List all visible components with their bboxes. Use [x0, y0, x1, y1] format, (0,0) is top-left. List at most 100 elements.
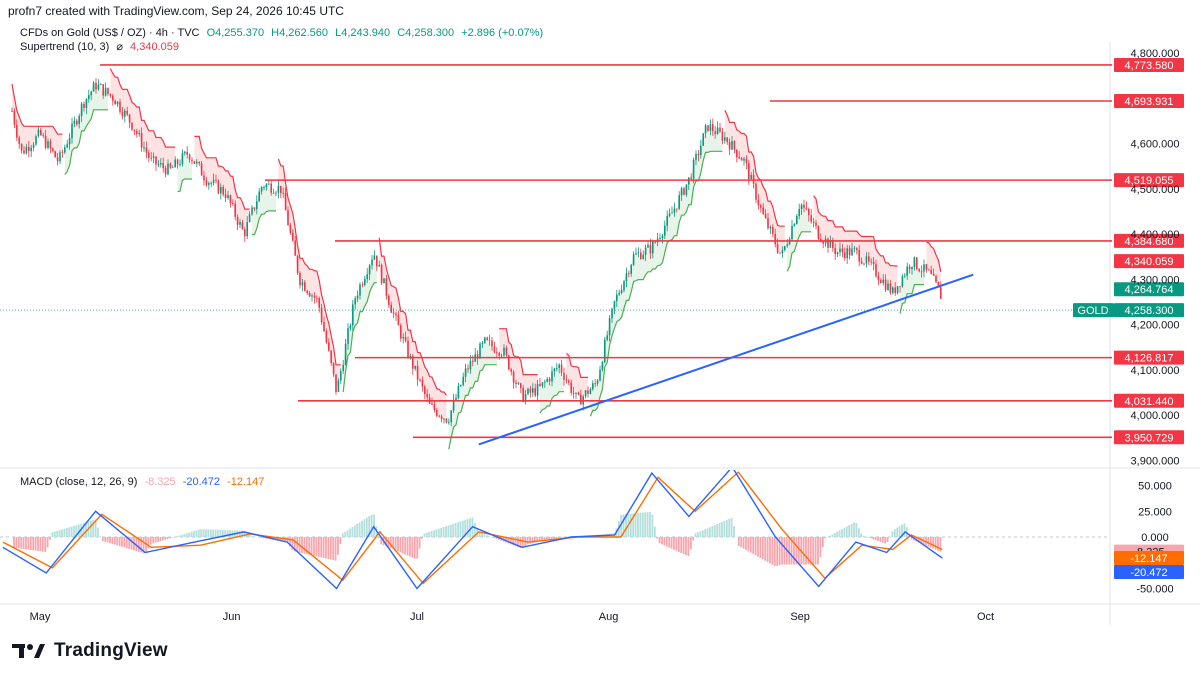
supertrend-up-fill — [787, 204, 812, 272]
candle-body — [306, 290, 308, 294]
price-tag — [1114, 254, 1184, 269]
candle-body — [731, 141, 733, 150]
candle-body — [719, 127, 721, 132]
candle-body — [392, 312, 395, 314]
candle-body — [373, 255, 376, 260]
candle-body — [928, 269, 930, 271]
macd-legend[interactable]: MACD (close, 12, 26, 9) -8.325 -20.472 -… — [20, 476, 264, 488]
time-axis[interactable]: May Jun Jul Aug Sep Oct — [0, 603, 1200, 623]
candle-body — [776, 244, 779, 253]
candle-body — [793, 224, 796, 226]
candle-body — [217, 180, 220, 194]
candle-body — [251, 207, 253, 215]
candle-body — [488, 339, 491, 341]
macd-histogram-bar — [478, 532, 481, 537]
macd-histogram-bar — [721, 522, 723, 537]
candle-body — [457, 386, 460, 398]
candle-body — [160, 163, 162, 165]
candle-body — [678, 195, 680, 209]
trendline-group[interactable] — [478, 273, 974, 446]
candle-body — [685, 184, 688, 195]
macd-histogram-bar — [694, 533, 697, 537]
candle-body — [227, 195, 229, 199]
macd-histogram-bar — [334, 537, 337, 561]
candle-body — [642, 254, 644, 259]
macd-histogram-bar — [94, 519, 97, 537]
supertrend-fills — [11, 68, 942, 450]
supertrend-down-fill — [499, 328, 538, 402]
candle-body — [191, 159, 193, 162]
candle-body — [774, 233, 776, 245]
macd-histogram-bar — [315, 537, 318, 557]
candle-body — [500, 355, 503, 357]
candle-body — [904, 275, 906, 277]
candle-body — [301, 282, 304, 286]
macd-histogram-bar — [409, 537, 411, 557]
horizontal-levels[interactable]: 4,773.580 4,693.931 4,519.055 4,384.680 4,12… — [0, 57, 1184, 445]
candle-body — [709, 124, 712, 131]
candle-body — [613, 301, 616, 309]
macd-histogram-bar — [29, 537, 32, 551]
macd-histogram-bar — [265, 537, 267, 539]
price-tick-label: 4,300.000 — [1131, 274, 1180, 286]
macd-histogram-bar — [877, 537, 879, 541]
candle-body — [570, 382, 572, 393]
candle-body — [325, 331, 328, 343]
candle-body — [409, 355, 412, 358]
macd-histogram-bar — [934, 537, 937, 550]
macd-histogram-bar — [521, 537, 524, 549]
candle-body — [18, 137, 20, 144]
macd-histogram-bar — [519, 537, 522, 548]
candle-body — [726, 137, 728, 143]
macd-histogram-bar — [51, 532, 54, 537]
supertrend-down-fill — [12, 84, 63, 162]
price-tag-label: 4,264.764 — [1125, 284, 1174, 296]
macd-histogram-bar — [423, 533, 426, 537]
candle-body — [128, 114, 131, 123]
macd-histogram-bar — [841, 529, 843, 537]
macd-histogram-bar — [289, 537, 291, 547]
macd-histogram-bar — [685, 537, 687, 556]
candle-body — [851, 248, 853, 256]
macd-histogram-bar — [733, 526, 735, 537]
candle-body — [870, 261, 872, 263]
candle-body — [104, 87, 107, 96]
candle-body — [100, 84, 102, 86]
supertrend-up-fill — [590, 124, 723, 417]
candle-body — [275, 192, 277, 194]
macd-histogram-bar — [164, 537, 167, 540]
macd-histogram-bar — [248, 535, 251, 537]
candle-body — [133, 129, 136, 132]
candle-body — [145, 147, 148, 153]
macd-histogram-bar — [742, 537, 745, 549]
candle-body — [599, 369, 601, 381]
macd-histogram-bar — [634, 513, 637, 537]
macd-histogram-bar — [507, 537, 510, 544]
candle-body — [378, 264, 380, 267]
candle-body — [47, 141, 49, 148]
price-axis[interactable]: 4,800.000 4,600.000 4,500.000 4,400.000 4,30… — [1131, 48, 1180, 467]
macd-histogram-bar — [195, 530, 198, 537]
macd-histogram-bar — [896, 527, 899, 537]
macd-histogram-bar — [219, 529, 222, 537]
macd-axis[interactable]: 50.00025.0000.000-50.000-8.325-12.147-20… — [1114, 481, 1184, 596]
macd-histogram-bar — [445, 526, 447, 537]
candle-body — [124, 110, 126, 117]
macd-histogram-bar — [680, 537, 683, 554]
candle-body — [289, 225, 292, 233]
macd-histogram-bar — [327, 537, 330, 560]
candle-body — [690, 177, 692, 179]
candle-body — [644, 247, 647, 255]
candle-body — [169, 163, 172, 168]
candle-body — [222, 187, 224, 195]
macd-histogram-bar — [459, 521, 462, 537]
macd-histogram-bar — [711, 526, 714, 537]
price-tag-label: 4,258.300 — [1125, 305, 1174, 317]
macd-histogram-bar — [128, 537, 131, 549]
candle-body — [937, 282, 940, 288]
supertrend-legend[interactable]: Supertrend (10, 3) ⌀ 4,340.059 — [20, 40, 179, 53]
tradingview-logo[interactable]: TradingView — [12, 640, 168, 662]
ohlc-low: L4,243.940 — [335, 27, 391, 39]
candle-body — [565, 379, 568, 381]
